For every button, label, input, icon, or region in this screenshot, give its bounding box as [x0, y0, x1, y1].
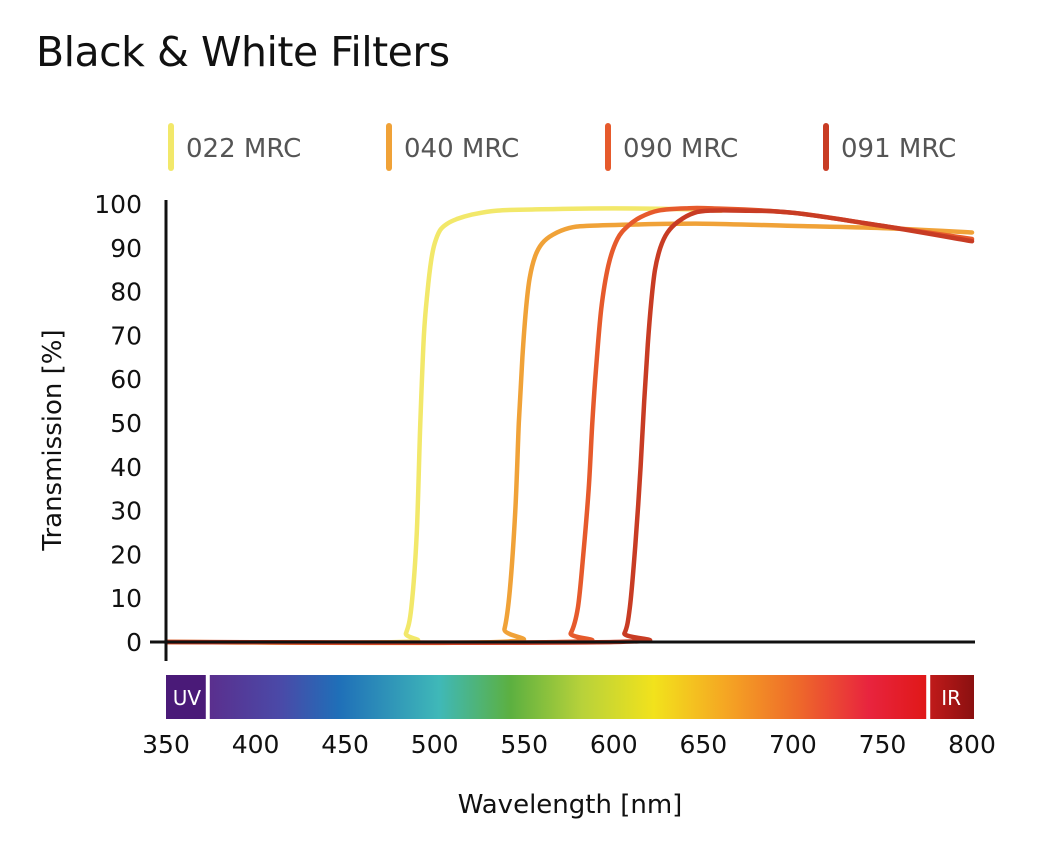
legend-label: 022 MRC — [186, 134, 301, 164]
y-tick-label: 50 — [110, 409, 142, 438]
x-tick-label: 650 — [679, 730, 727, 759]
visible-spectrum — [209, 675, 927, 719]
series-line-4 — [163, 208, 975, 645]
ir-label: IR — [941, 686, 961, 710]
series-line-1 — [163, 206, 724, 645]
y-tick-label: 60 — [110, 365, 142, 394]
legend-item: 090 MRC — [605, 123, 738, 171]
x-tick-label: 700 — [769, 730, 817, 759]
y-tick-label: 30 — [110, 497, 142, 526]
x-tick-label: 800 — [948, 730, 996, 759]
ir-block — [930, 675, 974, 719]
x-tick-label: 600 — [590, 730, 638, 759]
y-tick-label: 40 — [110, 453, 142, 482]
y-tick-label: 10 — [110, 584, 142, 613]
x-tick-labels: 350 400 450 500 550 600 650 700 750 800 — [142, 730, 996, 759]
x-tick-label: 750 — [859, 730, 907, 759]
series-line-3 — [163, 205, 975, 645]
y-tick-label: 90 — [110, 234, 142, 263]
x-tick-label: 550 — [500, 730, 548, 759]
y-tick-labels: 0 10 20 30 40 50 60 70 80 90 100 — [94, 190, 142, 657]
y-tick-label: 20 — [110, 540, 142, 569]
x-tick-label: 500 — [411, 730, 459, 759]
legend-item: 091 MRC — [823, 123, 956, 171]
series-curves — [163, 205, 975, 646]
uv-block — [166, 675, 206, 719]
uv-label: UV — [173, 686, 202, 710]
spectrum-bar: UV IR — [166, 675, 974, 719]
legend: 022 MRC 040 MRC 090 MRC 091 MRC — [168, 123, 956, 171]
y-tick-label: 80 — [110, 278, 142, 307]
y-axis-label: Transmission [%] — [38, 329, 68, 551]
legend-label: 090 MRC — [623, 134, 738, 164]
legend-label: 040 MRC — [404, 134, 519, 164]
chart-title: Black & White Filters — [36, 28, 450, 76]
x-tick-label: 350 — [142, 730, 190, 759]
x-tick-label: 400 — [232, 730, 280, 759]
y-tick-label: 100 — [94, 190, 142, 219]
y-tick-label: 70 — [110, 321, 142, 350]
legend-item: 022 MRC — [168, 123, 301, 171]
legend-label: 091 MRC — [841, 134, 956, 164]
legend-item: 040 MRC — [386, 123, 519, 171]
series-line-2 — [163, 221, 975, 646]
x-tick-label: 450 — [321, 730, 369, 759]
y-tick-label: 0 — [126, 628, 142, 657]
x-axis-label: Wavelength [nm] — [458, 790, 683, 820]
